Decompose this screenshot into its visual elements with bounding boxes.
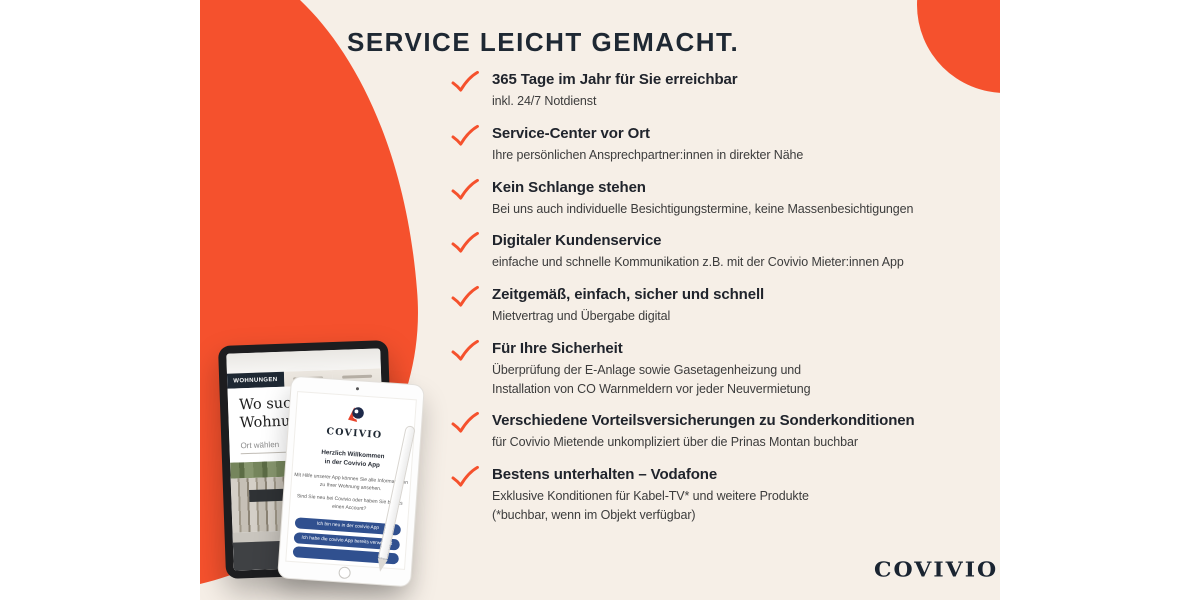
checklist-item-title: Für Ihre Sicherheit bbox=[492, 339, 623, 357]
checklist-item-title: Bestens unterhalten – Vodafone bbox=[492, 466, 718, 483]
covivio-app-icon bbox=[348, 407, 364, 423]
covivio-logo: COVIVIO bbox=[874, 557, 999, 583]
checklist-item: Service-Center vor Ort Ihre persönlichen… bbox=[450, 124, 990, 165]
checklist-item-title: Kein Schlange stehen bbox=[492, 178, 646, 196]
checklist-item-detail: Mietvertrag und Übergabe digital bbox=[492, 309, 671, 323]
checklist-item-title: Digitaler Kundenservice bbox=[492, 232, 662, 250]
checklist-item-detail: (*buchbar, wenn im Objekt verfügbar) bbox=[492, 507, 696, 522]
checklist-item: Kein Schlange stehen Bei uns auch indivi… bbox=[450, 178, 990, 219]
device-mockups: WOHNUNGEN Wo suche Wohnung Ort wählen bbox=[200, 330, 460, 600]
check-icon bbox=[451, 285, 479, 307]
check-icon bbox=[451, 339, 479, 361]
checklist-item: Digitaler Kundenservice einfache und sch… bbox=[450, 232, 990, 272]
checklist-item-detail: inkl. 24/7 Notdienst bbox=[492, 94, 597, 108]
checklist-item-detail: für Covivio Mietende unkompliziert über … bbox=[492, 435, 858, 450]
check-icon bbox=[451, 232, 479, 253]
content-area: SERVICE LEICHT GEMACHT. 365 Tage im Jahr… bbox=[200, 0, 1000, 600]
page-title: SERVICE LEICHT GEMACHT. bbox=[347, 27, 740, 57]
checklist-item-title: 365 Tage im Jahr für Sie erreichbar bbox=[492, 71, 738, 88]
checklist-item-title: Verschiedene Vorteilsversicherungen zu S… bbox=[492, 412, 915, 430]
camera-dot bbox=[355, 387, 360, 391]
checklist-item-detail: Installation von CO Warnmeldern vor jede… bbox=[492, 381, 811, 396]
service-checklist: 365 Tage im Jahr für Sie erreichbar inkl… bbox=[450, 70, 990, 539]
app-screen: COVIVIO Herzlich Willkommen in der Coviv… bbox=[285, 391, 417, 570]
home-button bbox=[338, 566, 352, 580]
checklist-item-detail: Bei uns auch individuelle Besichtigungst… bbox=[492, 201, 914, 216]
check-icon bbox=[451, 124, 479, 146]
check-icon bbox=[451, 465, 479, 487]
check-icon bbox=[451, 178, 479, 200]
check-icon bbox=[451, 412, 479, 433]
checklist-item: Zeitgemäß, einfach, sicher und schnell M… bbox=[450, 285, 990, 326]
checklist-item: Bestens unterhalten – Vodafone Exklusive… bbox=[450, 465, 990, 525]
tablet-app-mockup: COVIVIO Herzlich Willkommen in der Coviv… bbox=[277, 375, 425, 588]
checklist-item: Verschiedene Vorteilsversicherungen zu S… bbox=[450, 412, 990, 452]
checklist-item-detail: Überprüfung der E-Anlage sowie Gasetagen… bbox=[492, 362, 801, 377]
app-brand-wordmark: COVIVIO bbox=[326, 426, 383, 442]
check-icon bbox=[451, 70, 479, 92]
checklist-item: 365 Tage im Jahr für Sie erreichbar inkl… bbox=[450, 70, 990, 111]
app-welcome-text: Herzlich Willkommen in der Covivio App bbox=[321, 448, 385, 470]
checklist-item-title: Service-Center vor Ort bbox=[492, 124, 650, 142]
checklist-item-detail: Exklusive Konditionen für Kabel-TV* und … bbox=[492, 489, 809, 503]
checklist-item-title: Zeitgemäß, einfach, sicher und schnell bbox=[492, 286, 765, 303]
checklist-item-detail: Ihre persönlichen Ansprechpartner:innen … bbox=[492, 147, 804, 162]
checklist-item: Für Ihre Sicherheit Überprüfung der E-An… bbox=[450, 339, 990, 399]
checklist-item-detail: einfache und schnelle Kommunikation z.B.… bbox=[492, 255, 904, 270]
